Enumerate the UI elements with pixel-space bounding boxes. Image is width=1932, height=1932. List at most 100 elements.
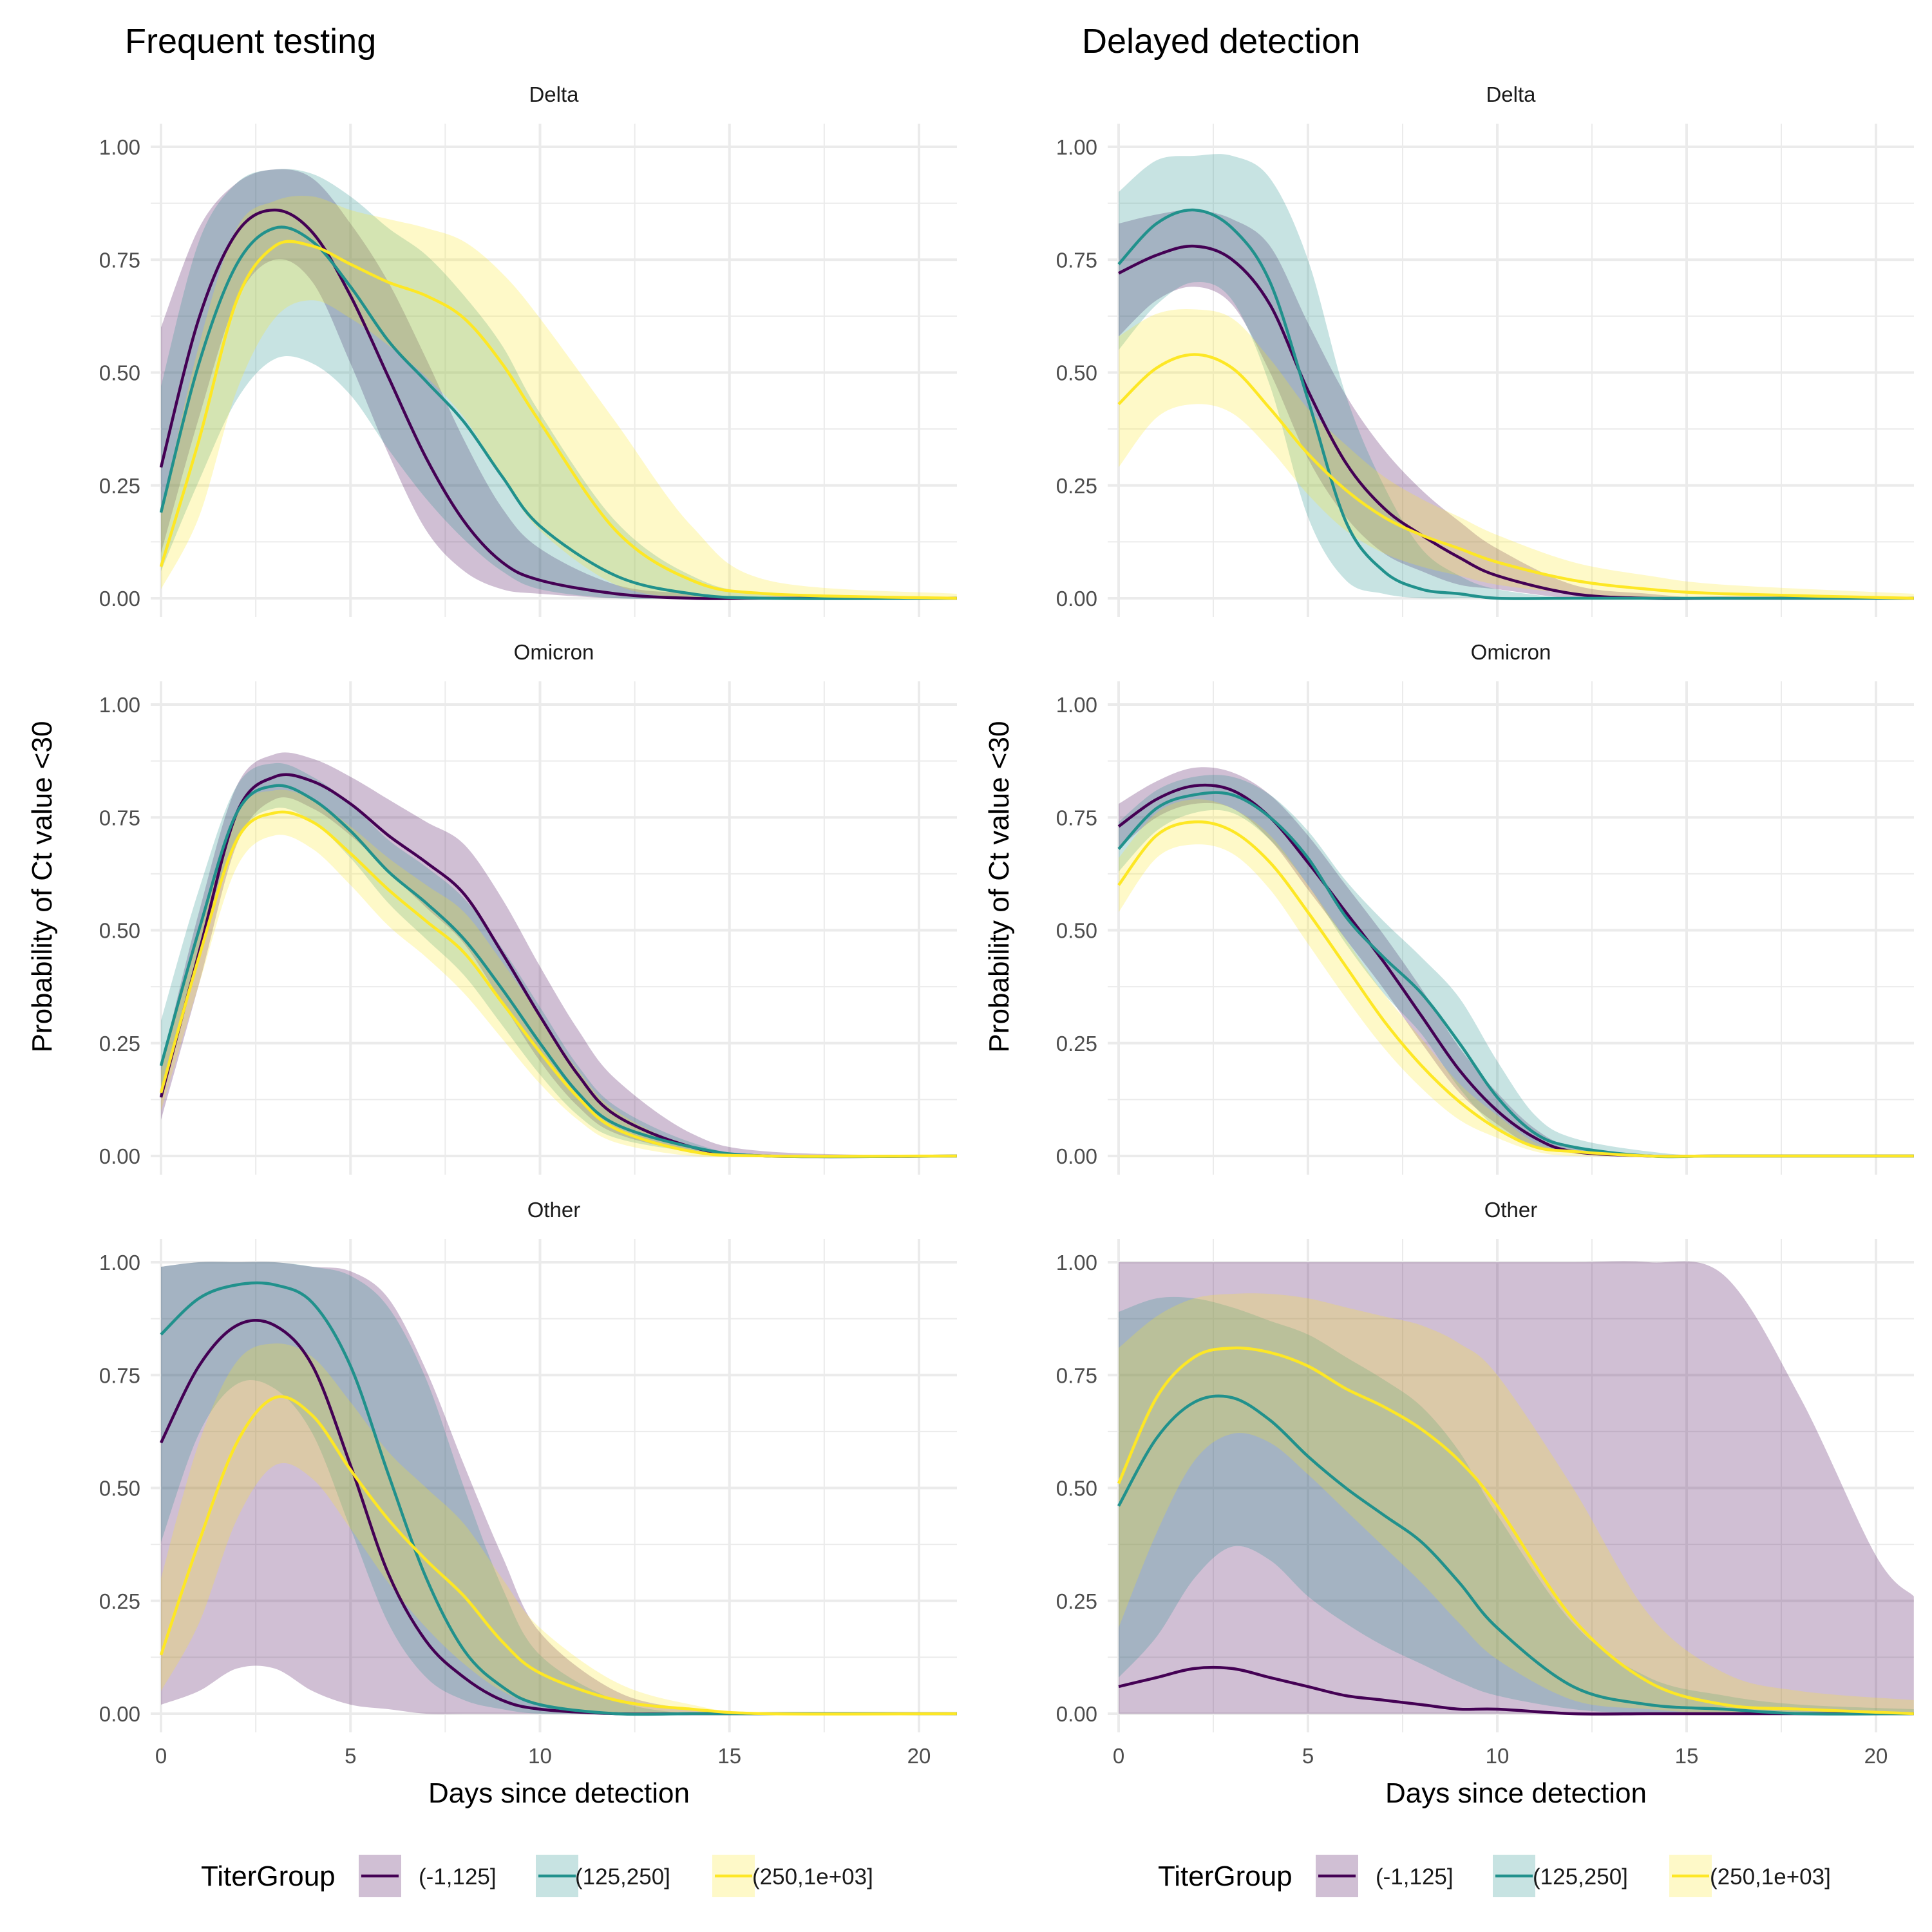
legend-key [359, 1855, 401, 1897]
series-line [159, 810, 957, 1158]
y-tick-label: 0.00 [1056, 1144, 1097, 1168]
y-tick-label: 0.75 [1056, 248, 1097, 272]
plot-area [159, 1262, 957, 1716]
legend-label: (125,250] [1533, 1864, 1628, 1889]
series-line [159, 240, 957, 600]
ci-ribbon [1119, 1261, 1914, 1714]
legend-key [536, 1855, 578, 1897]
x-axis-title: Days since detection [1385, 1777, 1647, 1809]
x-tick-label: 15 [717, 1744, 741, 1768]
x-tick-label: 20 [1864, 1744, 1888, 1768]
y-tick-label: 0.50 [99, 919, 140, 943]
legend-label: (125,250] [575, 1864, 670, 1889]
ci-ribbon [1119, 308, 1914, 599]
series-line [1117, 208, 1914, 600]
ci-ribbon [1119, 1296, 1914, 1714]
chart-panel-1: Delayed detection Delta 0.00 0.25 0.50 0.75 1.… [983, 22, 1914, 1897]
facet-label: Omicron [514, 640, 594, 664]
series-line [1117, 820, 1914, 1158]
series-line [1117, 353, 1914, 600]
y-tick-label: 0.00 [1056, 1702, 1097, 1726]
legend-label: (250,1e+03] [1710, 1864, 1831, 1889]
plot-area [159, 752, 957, 1159]
plot-area [159, 169, 957, 600]
y-tick-label: 0.75 [1056, 806, 1097, 829]
series-line [159, 1395, 957, 1716]
y-tick-label: 1.00 [99, 1251, 140, 1274]
y-tick-label: 0.25 [99, 1032, 140, 1056]
legend: TiterGroup (-1,125] (125,250] (250,1e+03] [1158, 1855, 1831, 1897]
x-tick-label: 0 [155, 1744, 167, 1768]
legend-key [1669, 1855, 1712, 1897]
ci-ribbon [161, 196, 957, 600]
chart-title: Frequent testing [125, 22, 376, 61]
legend: TiterGroup (-1,125] (125,250] (250,1e+03] [201, 1855, 873, 1897]
x-tick-label: 5 [345, 1744, 356, 1768]
legend-key [1316, 1855, 1358, 1897]
y-tick-label: 0.25 [1056, 474, 1097, 498]
y-tick-label: 0.50 [1056, 361, 1097, 385]
facet-omicron: Omicron 0.00 0.25 0.50 0.75 1.00 [99, 640, 957, 1175]
y-tick-label: 1.00 [99, 135, 140, 159]
legend-label: (-1,125] [1376, 1864, 1454, 1889]
y-tick-label: 0.00 [99, 587, 140, 611]
ci-ribbon [161, 169, 957, 600]
ci-ribbon [1119, 767, 1914, 1157]
y-tick-label: 0.50 [1056, 1477, 1097, 1501]
x-tick-label: 0 [1113, 1744, 1124, 1768]
facet-label: Delta [529, 82, 579, 106]
y-axis-title: Probability of Ct value <30 [983, 721, 1015, 1053]
ci-ribbon [161, 790, 957, 1157]
y-tick-label: 0.50 [99, 361, 140, 385]
legend-label: (250,1e+03] [752, 1864, 873, 1889]
y-tick-label: 0.00 [1056, 587, 1097, 611]
y-axis-title: Probability of Ct value <30 [26, 721, 58, 1053]
ci-ribbon [161, 1262, 957, 1714]
series-line [1117, 1346, 1914, 1716]
facet-label: Other [1484, 1198, 1538, 1222]
facet-delta: Delta 0.00 0.25 0.50 0.75 1.00 [1056, 82, 1914, 617]
x-tick-label: 15 [1675, 1744, 1699, 1768]
y-tick-label: 1.00 [1056, 135, 1097, 159]
facet-other: Other 0.00 0.25 0.50 0.75 1.00 [1056, 1198, 1914, 1732]
y-tick-label: 0.00 [99, 1702, 140, 1726]
facet-label: Delta [1486, 82, 1536, 106]
y-tick-label: 0.75 [99, 806, 140, 829]
y-tick-label: 0.25 [1056, 1032, 1097, 1056]
legend-title: TiterGroup [201, 1861, 336, 1892]
facet-other: Other 0.00 0.25 0.50 0.75 1.00 [99, 1198, 957, 1732]
ci-ribbon [1119, 209, 1914, 600]
x-tick-label: 10 [1486, 1744, 1510, 1768]
legend-key [1493, 1855, 1535, 1897]
series-line [1118, 1665, 1914, 1716]
y-tick-label: 0.25 [99, 474, 140, 498]
ci-ribbon [161, 1343, 957, 1715]
x-axis-title: Days since detection [428, 1777, 690, 1809]
y-tick-label: 0.75 [99, 248, 140, 272]
y-tick-label: 0.25 [1056, 1589, 1097, 1613]
y-tick-label: 1.00 [1056, 1251, 1097, 1274]
x-tick-label: 5 [1302, 1744, 1314, 1768]
series-line [159, 784, 957, 1159]
series-line [159, 225, 957, 600]
series-line [160, 1281, 957, 1716]
legend-label: (-1,125] [419, 1864, 497, 1889]
facet-delta: Delta 0.00 0.25 0.50 0.75 1.00 [99, 82, 957, 617]
x-tick-label: 10 [528, 1744, 552, 1768]
plot-area [1117, 154, 1914, 600]
facet-label: Omicron [1471, 640, 1551, 664]
y-tick-label: 0.75 [99, 1363, 140, 1387]
y-tick-label: 0.25 [99, 1589, 140, 1613]
y-tick-label: 0.75 [1056, 1363, 1097, 1387]
series-line [1117, 1394, 1914, 1716]
ci-ribbon [161, 1262, 957, 1715]
facet-label: Other [527, 1198, 581, 1222]
y-tick-label: 0.00 [99, 1144, 140, 1168]
legend-title: TiterGroup [1158, 1861, 1293, 1892]
x-tick-label: 20 [907, 1744, 931, 1768]
plot-area [1117, 1261, 1914, 1716]
chart-title: Delayed detection [1082, 22, 1360, 61]
ci-ribbon [161, 169, 957, 599]
plot-area [1117, 767, 1914, 1159]
ci-ribbon [1119, 154, 1914, 600]
